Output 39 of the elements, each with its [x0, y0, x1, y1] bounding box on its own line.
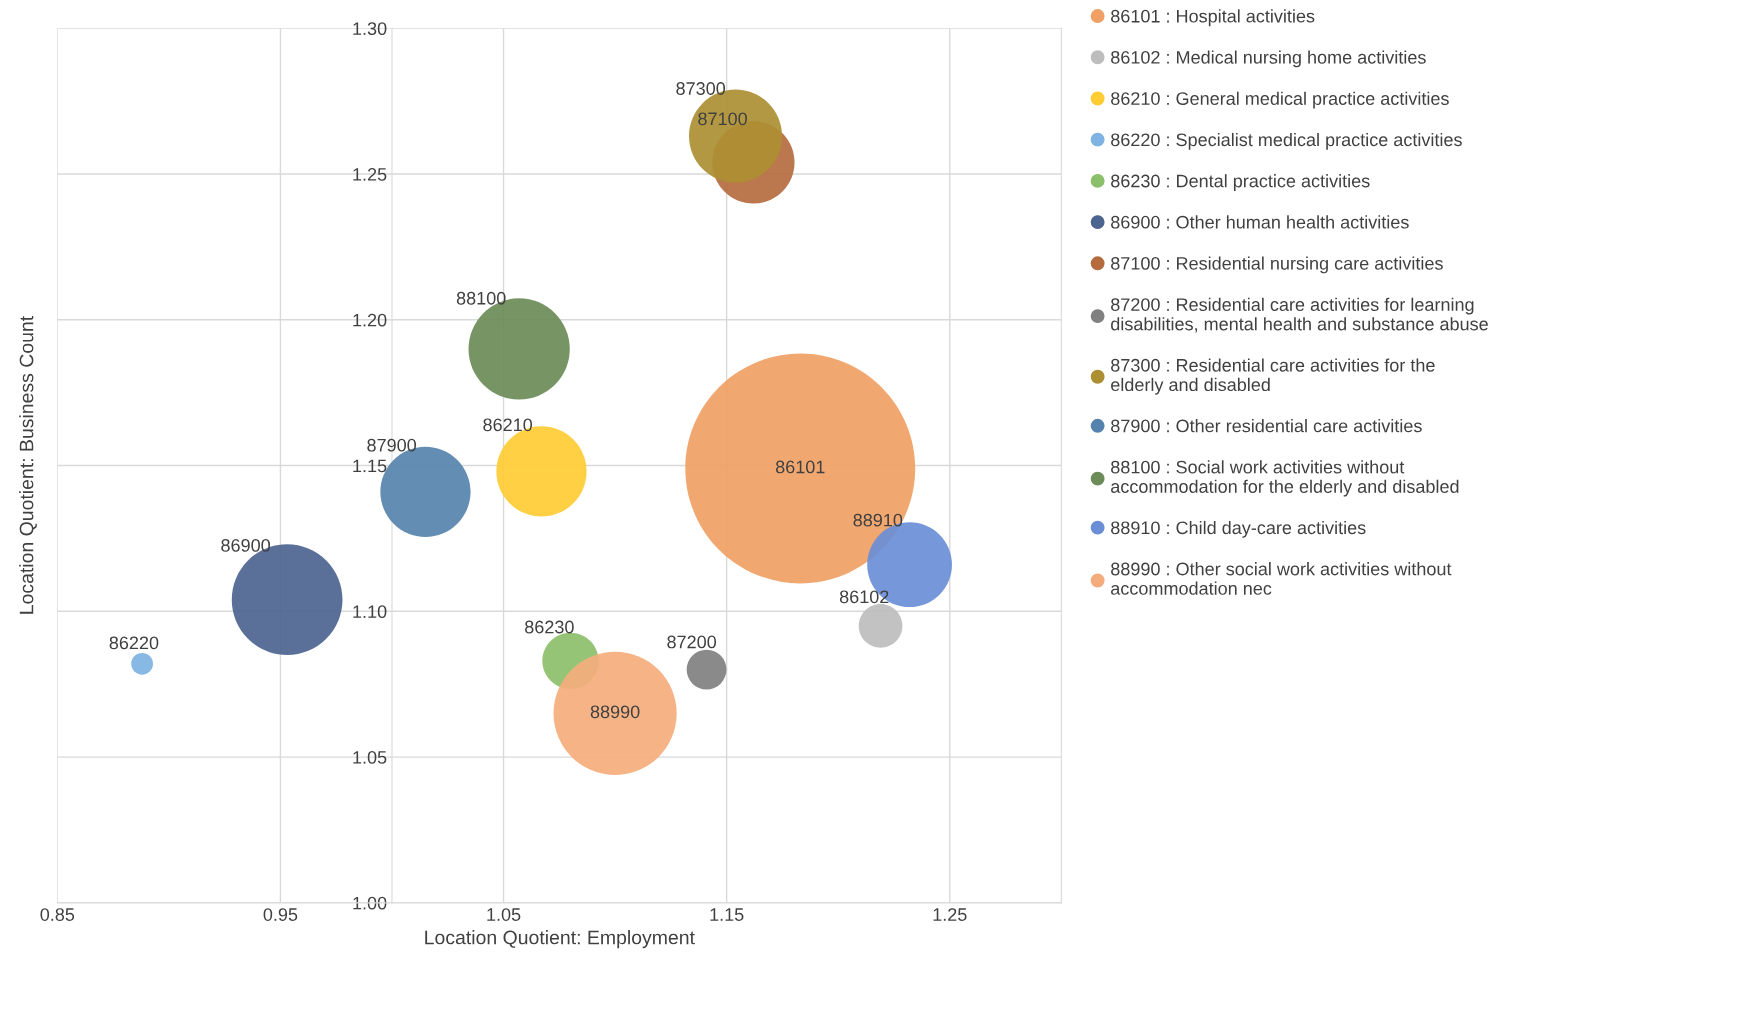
- annotation: 87900: [367, 438, 417, 452]
- x-tick-label: 1.25: [933, 908, 967, 921]
- y-tick-label: 1.30: [353, 22, 387, 36]
- x-axis-title: Location Quotient: Employment: [425, 930, 695, 949]
- y-tick-label: 1.05: [353, 751, 387, 764]
- x-tick-label: 0.95: [263, 908, 298, 921]
- y-axis-title: Location Quotient: Business Count: [19, 315, 37, 614]
- y-tick-label: 1.20: [353, 313, 387, 327]
- y-tick-label: 1.00: [353, 896, 387, 910]
- annotation: 88990: [590, 705, 640, 719]
- x-tick-label: 0.85: [40, 908, 75, 921]
- legend-label: 88910 : Child day-care activities: [1111, 520, 1366, 538]
- legend-label: 87100 : Residential nursing care activities: [1111, 256, 1443, 274]
- y-tick-label: 1.25: [353, 167, 387, 181]
- legend-label: 86900 : Other human health activities: [1111, 215, 1409, 229]
- x-tick-label: 1.05: [487, 908, 521, 921]
- legend-label: 86102 : Medical nursing home activities: [1111, 50, 1426, 68]
- annotation: 86210: [483, 418, 533, 432]
- legend-label: 88990 : Other social work activities without accommodation nec: [1111, 562, 1452, 595]
- legend-label: 86210 : General medical practice activities: [1111, 91, 1449, 109]
- annotation: 86900: [221, 539, 270, 552]
- legend-label: 86101 : Hospital activities: [1111, 9, 1315, 27]
- legend-label: 87900 : Other residential care activities: [1111, 419, 1422, 433]
- legend-label: 86220 : Specialist medical practice activities: [1111, 132, 1462, 150]
- x-tick-label: 1.15: [710, 908, 744, 921]
- annotation: 86220: [109, 636, 159, 650]
- y-tick-label: 1.15: [353, 459, 387, 473]
- legend-label: 86230 : Dental practice activities: [1111, 174, 1370, 191]
- y-tick-label: 1.10: [353, 605, 387, 619]
- legend-label: 87200 : Residential care activities for learning disabilities, mental health and substance abuse: [1111, 297, 1488, 333]
- legend-label: 88100 : Social work activities without accommodation for the elderly and disabled: [1111, 460, 1459, 497]
- annotation: 86230: [525, 620, 574, 634]
- legend-label: 87300 : Residential care activities for the elderly and disabled: [1111, 358, 1435, 395]
- annotation: 87100: [698, 112, 747, 126]
- annotation: 87300: [676, 82, 726, 95]
- annotation: 87200: [667, 635, 717, 649]
- annotation: 88100: [456, 291, 506, 305]
- annotation: 88910: [853, 513, 903, 527]
- annotation: 86101: [775, 460, 825, 474]
